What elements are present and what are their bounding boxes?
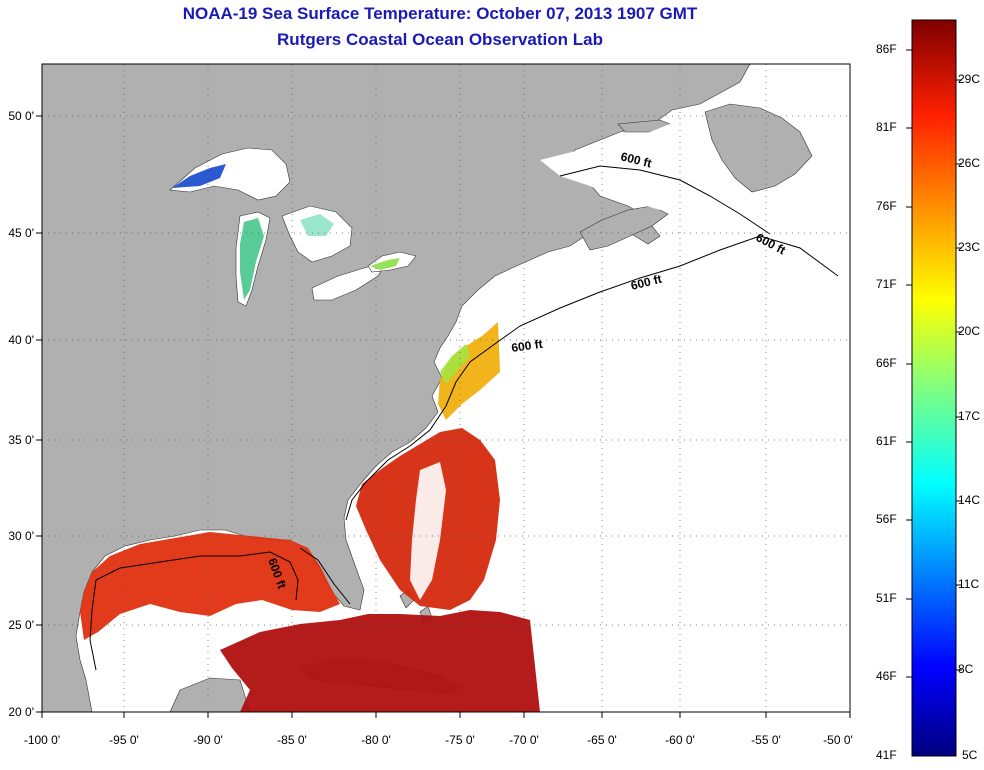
gulf-st-lawrence [540,116,712,210]
land-newfoundland [704,103,813,193]
colorbar-label-c: 17C [958,409,981,423]
colorbar-label-c: 26C [958,156,981,170]
colorbar-label-c: 8C [958,662,974,676]
colorbar-label-c: 5C [962,748,978,762]
map-subtitle: Rutgers Coastal Ocean Observation Lab [277,30,603,49]
colorbar-label-c: 11C [958,577,980,591]
colorbar-label-f: 41F [876,748,897,762]
graticule [42,64,850,712]
lon-tick-label: -100 0' [24,733,60,747]
lake-erie [311,261,387,301]
colorbar-ticks [906,49,962,678]
colorbar-label-f: 61F [876,434,897,448]
land-yucatan [169,677,251,712]
isobath-atlantic [299,235,839,605]
lon-tick-label: -55 0' [751,733,781,747]
lat-tick-label: 25 0' [8,618,34,632]
sst-lake-huron [300,214,334,236]
longitude-axis [41,712,851,718]
sst-gulf-of-mexico [80,532,340,640]
colorbar-label-f: 76F [876,199,897,213]
lon-tick-label: -75 0' [445,733,475,747]
lon-tick-label: -90 0' [193,733,223,747]
contour-label-600ft: 600 ft [510,337,543,355]
land-north-america [42,64,751,712]
colorbar-label-f: 66F [876,356,897,370]
map-border [41,63,851,713]
latitude-axis [36,115,42,713]
lon-tick-label: -50 0' [823,733,853,747]
colorbar-label-f: 46F [876,669,897,683]
colorbar-label-c: 20C [958,324,981,338]
colorbar-label-f: 86F [876,42,897,56]
lat-tick-label: 30 0' [8,529,34,543]
lon-tick-label: -95 0' [109,733,139,747]
lon-tick-label: -70 0' [509,733,539,747]
map-title: NOAA-19 Sea Surface Temperature: October… [182,4,698,23]
lat-tick-label: 35 0' [8,433,34,447]
sst-shelf-green [440,344,470,384]
lon-tick-label: -85 0' [277,733,307,747]
lake-superior [169,147,291,201]
lat-tick-label: 40 0' [8,333,34,347]
lon-tick-label: -80 0' [361,733,391,747]
lat-tick-label: 45 0' [8,226,34,240]
lon-tick-label: -65 0' [587,733,617,747]
sst-lake-erie [370,258,400,270]
colorbar-label-f: 71F [876,277,897,291]
sst-mid-atlantic [438,322,500,420]
lat-tick-label: 50 0' [8,109,34,123]
colorbar-label-f: 51F [876,591,897,605]
sst-lake-superior [172,164,226,188]
sst-caribbean [220,610,540,712]
colorbar-label-c: 29C [958,72,981,86]
colorbar-label-f: 81F [876,120,897,134]
sst-white-cloud-band [410,462,446,600]
lat-tick-label: 20 0' [8,705,34,719]
colorbar-label-c: 23C [958,240,981,254]
colorbar-label-c: 14C [958,493,981,507]
sst-lake-michigan [240,218,264,300]
colorbar-label-f: 56F [876,512,897,526]
isobath-shelf-north [559,165,771,235]
colorbar [911,19,957,757]
lon-tick-label: -60 0' [665,733,695,747]
